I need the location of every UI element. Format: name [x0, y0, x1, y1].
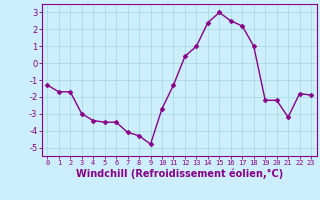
X-axis label: Windchill (Refroidissement éolien,°C): Windchill (Refroidissement éolien,°C) — [76, 169, 283, 179]
